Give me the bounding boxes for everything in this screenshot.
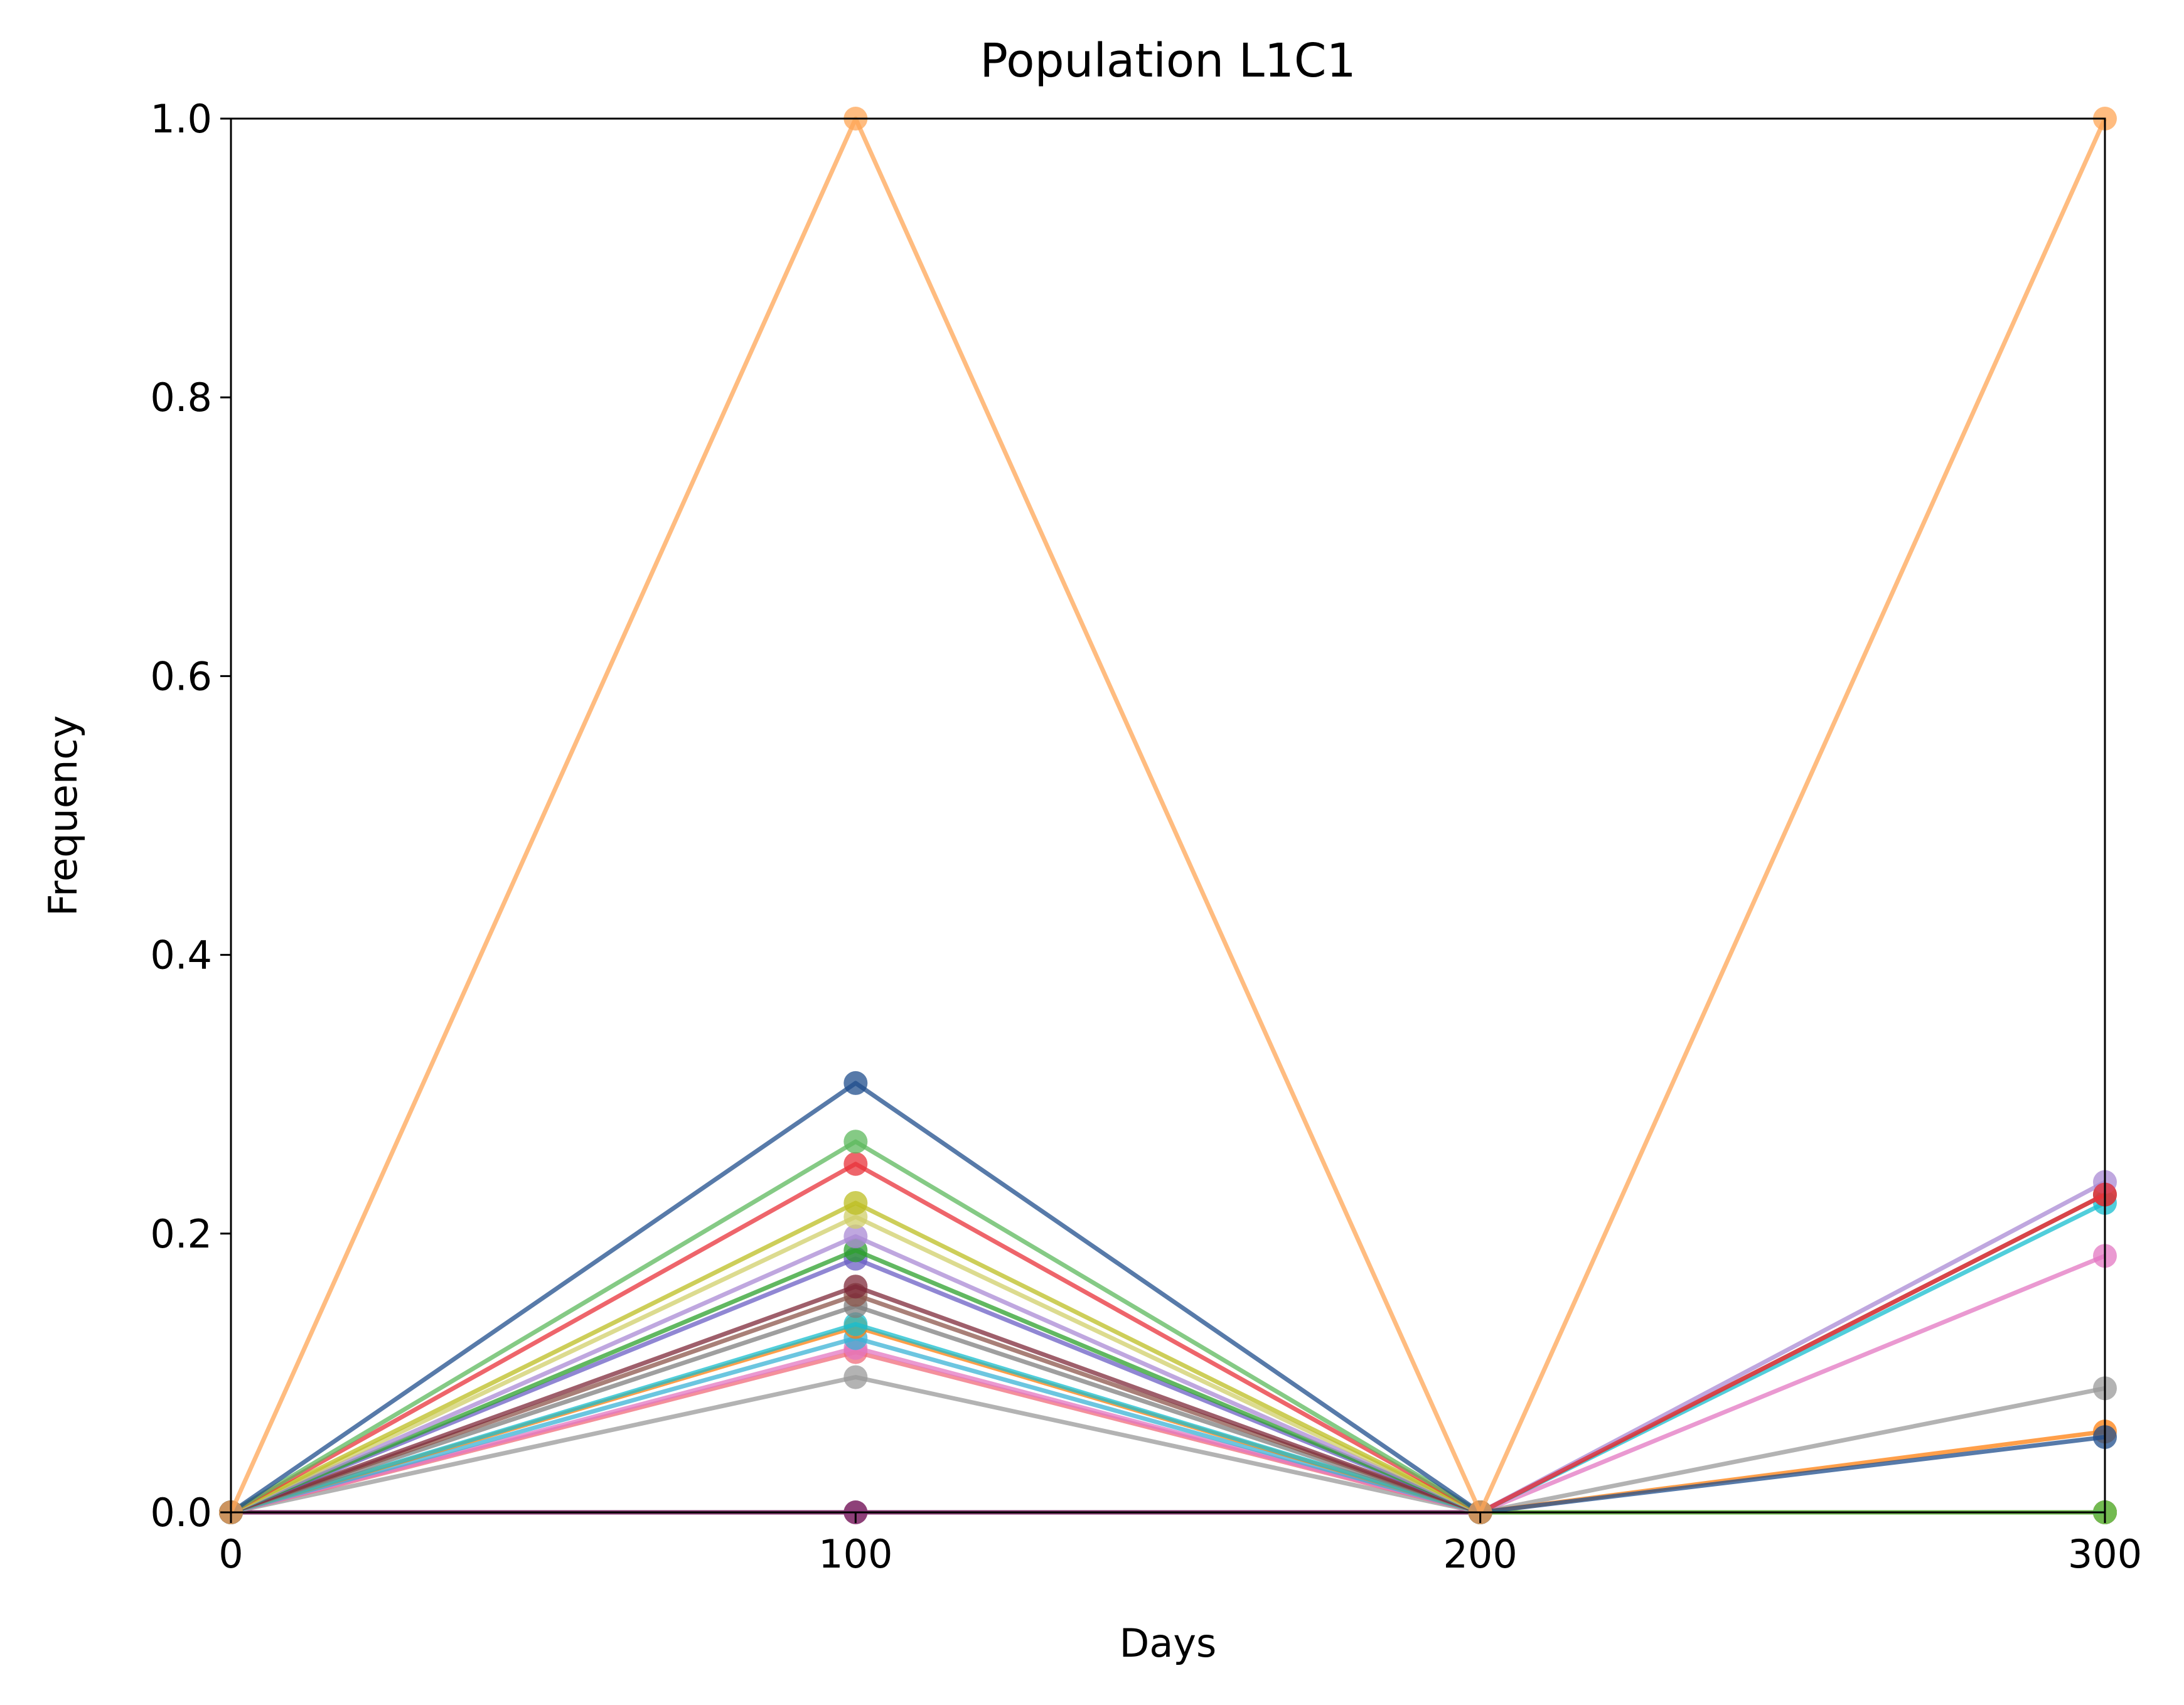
series-line (230, 1254, 2106, 1515)
y-tick-label: 0.0 (150, 1490, 212, 1536)
series-line (228, 116, 2107, 1515)
series-3 (219, 1152, 2117, 1524)
series-line (230, 1180, 2106, 1515)
x-axis-label: Days (1120, 1620, 1217, 1666)
series-point (843, 1275, 868, 1299)
series-point (843, 1224, 868, 1249)
y-tick-label: 0.6 (150, 653, 212, 699)
plot-frame (230, 117, 2106, 1514)
series-point (843, 1152, 868, 1176)
series-line (230, 1375, 2106, 1515)
x-tick-label: 0 (218, 1531, 243, 1577)
chart-title: Population L1C1 (980, 34, 1356, 88)
y-tick-label: 1.0 (150, 96, 212, 142)
series-line (230, 1162, 2106, 1515)
series-line (230, 1200, 2106, 1515)
x-tick-label: 300 (2068, 1531, 2142, 1577)
x-tick-label: 100 (818, 1531, 892, 1577)
series-line (230, 1081, 2106, 1515)
series-point (843, 1312, 868, 1337)
y-tick-label: 0.4 (150, 933, 212, 978)
y-axis-label: Frequency (40, 715, 86, 916)
y-tick-label: 0.2 (150, 1211, 212, 1257)
axes-layer: 0 100 200 300 0.0 0.2 0.4 0.6 0.8 1.0 (150, 96, 2142, 1577)
x-tick-label: 200 (1443, 1531, 1517, 1577)
series-point (843, 1130, 868, 1154)
y-tick-label: 0.8 (150, 375, 212, 420)
series-point (843, 1365, 868, 1389)
series-point (843, 1071, 868, 1095)
series-point (843, 1190, 868, 1215)
